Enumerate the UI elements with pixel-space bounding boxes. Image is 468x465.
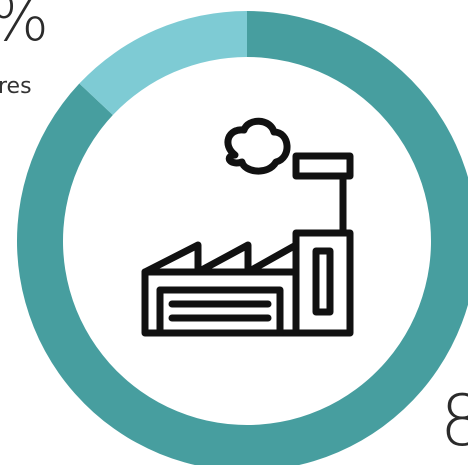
donut-slices [17,11,468,465]
top-category-label: res [0,74,32,99]
top-percentage-text: % [0,0,49,55]
bottom-percentage-text: 8 [440,380,468,462]
factory-icon [141,117,354,337]
donut-slice-1 [79,11,247,116]
